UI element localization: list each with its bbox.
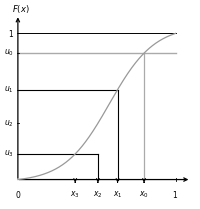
Text: $u_3$: $u_3$	[4, 149, 14, 159]
Text: $1$: $1$	[8, 28, 14, 39]
Text: $u_0$: $u_0$	[4, 48, 14, 58]
Text: $0$: $0$	[15, 189, 21, 200]
Text: $x_1$: $x_1$	[113, 189, 122, 200]
Text: $x_3$: $x_3$	[70, 189, 80, 200]
Text: $u_2$: $u_2$	[4, 118, 14, 129]
Text: $x_0$: $x_0$	[139, 189, 149, 200]
Text: $u_1$: $u_1$	[4, 84, 14, 95]
Text: $F(x)$: $F(x)$	[12, 3, 29, 15]
Text: $1$: $1$	[172, 189, 179, 200]
Text: $x_2$: $x_2$	[93, 189, 103, 200]
